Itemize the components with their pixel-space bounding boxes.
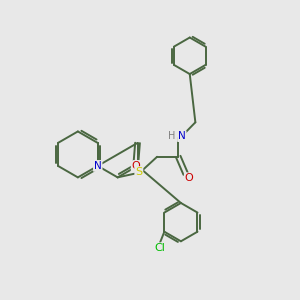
Text: Cl: Cl [154, 243, 165, 253]
Text: O: O [132, 161, 140, 172]
Text: O: O [185, 173, 194, 183]
Text: N: N [178, 131, 186, 141]
Text: S: S [135, 167, 142, 177]
Text: N: N [94, 161, 102, 171]
Text: N: N [134, 161, 141, 171]
Text: H: H [168, 131, 176, 141]
